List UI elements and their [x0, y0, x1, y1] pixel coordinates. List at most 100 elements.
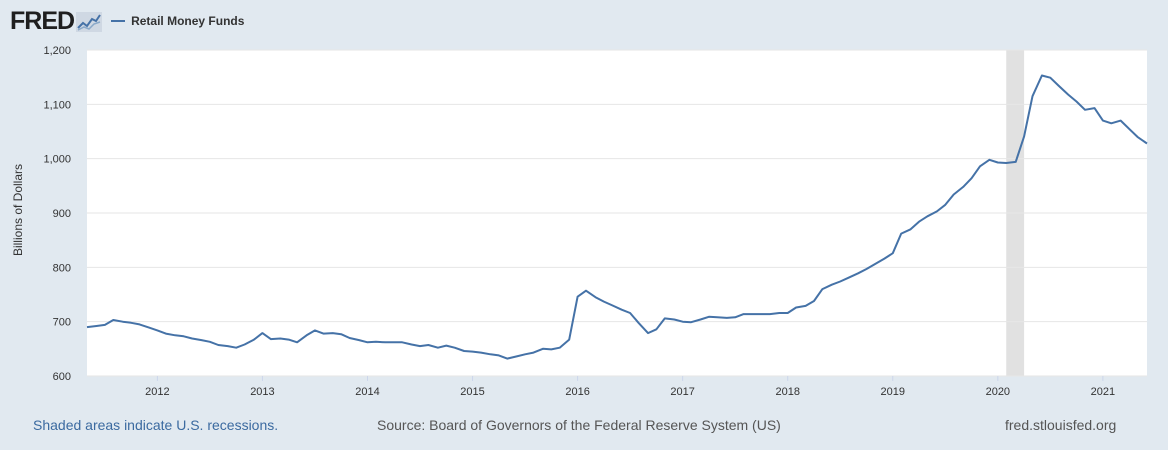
- data-point[interactable]: [803, 303, 809, 309]
- data-point[interactable]: [259, 330, 265, 336]
- data-point[interactable]: [758, 311, 764, 317]
- data-point[interactable]: [1065, 92, 1071, 98]
- data-point[interactable]: [898, 231, 904, 237]
- data-point[interactable]: [452, 345, 458, 351]
- data-point[interactable]: [409, 342, 415, 348]
- data-point[interactable]: [819, 286, 825, 292]
- data-point[interactable]: [137, 321, 143, 327]
- data-point[interactable]: [881, 256, 887, 262]
- data-point[interactable]: [199, 337, 205, 343]
- data-point[interactable]: [373, 339, 379, 345]
- data-point[interactable]: [347, 335, 353, 341]
- data-point[interactable]: [653, 326, 659, 332]
- data-point[interactable]: [514, 353, 520, 359]
- data-point[interactable]: [1108, 120, 1114, 126]
- data-point[interactable]: [671, 317, 677, 323]
- data-point[interactable]: [864, 266, 870, 272]
- data-point[interactable]: [846, 275, 852, 281]
- data-point[interactable]: [356, 337, 362, 343]
- data-point[interactable]: [724, 315, 730, 321]
- data-point[interactable]: [609, 302, 615, 308]
- data-point[interactable]: [120, 319, 126, 325]
- data-point[interactable]: [470, 349, 476, 355]
- data-point[interactable]: [146, 325, 152, 331]
- data-point[interactable]: [128, 320, 134, 326]
- data-point[interactable]: [627, 310, 633, 316]
- data-point[interactable]: [1135, 134, 1141, 140]
- data-point[interactable]: [154, 327, 160, 333]
- data-point[interactable]: [225, 343, 231, 349]
- data-point[interactable]: [1003, 160, 1009, 166]
- data-point[interactable]: [636, 320, 642, 326]
- data-point[interactable]: [286, 337, 292, 343]
- data-point[interactable]: [251, 337, 257, 343]
- data-point[interactable]: [575, 294, 581, 300]
- data-point[interactable]: [425, 342, 431, 348]
- data-point[interactable]: [487, 351, 493, 357]
- data-point[interactable]: [242, 342, 248, 348]
- data-point[interactable]: [548, 346, 554, 352]
- legend[interactable]: Retail Money Funds: [111, 14, 244, 28]
- data-point[interactable]: [714, 314, 720, 320]
- data-point[interactable]: [750, 311, 756, 317]
- data-point[interactable]: [1144, 141, 1150, 147]
- data-point[interactable]: [320, 331, 326, 337]
- data-point[interactable]: [1100, 118, 1106, 124]
- data-point[interactable]: [399, 339, 405, 345]
- data-point[interactable]: [1074, 99, 1080, 105]
- data-point[interactable]: [102, 322, 108, 328]
- data-point[interactable]: [189, 336, 195, 342]
- data-point[interactable]: [706, 314, 712, 320]
- data-point[interactable]: [1118, 118, 1124, 124]
- data-point[interactable]: [680, 319, 686, 325]
- data-point[interactable]: [855, 270, 861, 276]
- data-point[interactable]: [294, 339, 300, 345]
- data-point[interactable]: [84, 324, 90, 330]
- data-point[interactable]: [531, 350, 537, 356]
- data-point[interactable]: [1082, 107, 1088, 113]
- site-link[interactable]: fred.stlouisfed.org: [1005, 417, 1117, 433]
- data-point[interactable]: [461, 348, 467, 354]
- data-point[interactable]: [181, 333, 187, 339]
- data-point[interactable]: [1092, 105, 1098, 111]
- data-point[interactable]: [443, 343, 449, 349]
- data-point[interactable]: [969, 175, 975, 181]
- data-point[interactable]: [767, 311, 773, 317]
- data-point[interactable]: [645, 330, 651, 336]
- data-point[interactable]: [951, 192, 957, 198]
- data-point[interactable]: [593, 294, 599, 300]
- data-point[interactable]: [540, 346, 546, 352]
- data-point[interactable]: [776, 310, 782, 316]
- recession-note-link[interactable]: Shaded areas indicate U.S. recessions.: [33, 417, 279, 433]
- data-point[interactable]: [417, 343, 423, 349]
- data-point[interactable]: [435, 345, 441, 351]
- data-point[interactable]: [934, 208, 940, 214]
- data-point[interactable]: [110, 317, 116, 323]
- data-point[interactable]: [995, 160, 1001, 166]
- data-point[interactable]: [890, 250, 896, 256]
- data-point[interactable]: [1013, 159, 1019, 165]
- data-point[interactable]: [268, 336, 274, 342]
- data-point[interactable]: [837, 279, 843, 285]
- data-point[interactable]: [986, 157, 992, 163]
- data-point[interactable]: [496, 352, 502, 358]
- data-point[interactable]: [916, 219, 922, 225]
- data-point[interactable]: [698, 317, 704, 323]
- data-point[interactable]: [1021, 133, 1027, 139]
- data-point[interactable]: [382, 339, 388, 345]
- data-point[interactable]: [741, 311, 747, 317]
- data-point[interactable]: [207, 339, 213, 345]
- data-point[interactable]: [312, 327, 318, 333]
- data-point[interactable]: [785, 310, 791, 316]
- chart-plot[interactable]: 600 700 800 900 1,000 1,100 1,200 2012 2013 2014…: [0, 0, 1168, 410]
- data-point[interactable]: [94, 323, 100, 329]
- data-point[interactable]: [391, 339, 397, 345]
- data-point[interactable]: [330, 330, 336, 336]
- data-point[interactable]: [566, 337, 572, 343]
- data-point[interactable]: [960, 184, 966, 190]
- data-point[interactable]: [215, 342, 221, 348]
- data-point[interactable]: [233, 345, 239, 351]
- data-point[interactable]: [908, 226, 914, 232]
- data-point[interactable]: [504, 356, 510, 362]
- data-point[interactable]: [688, 319, 694, 325]
